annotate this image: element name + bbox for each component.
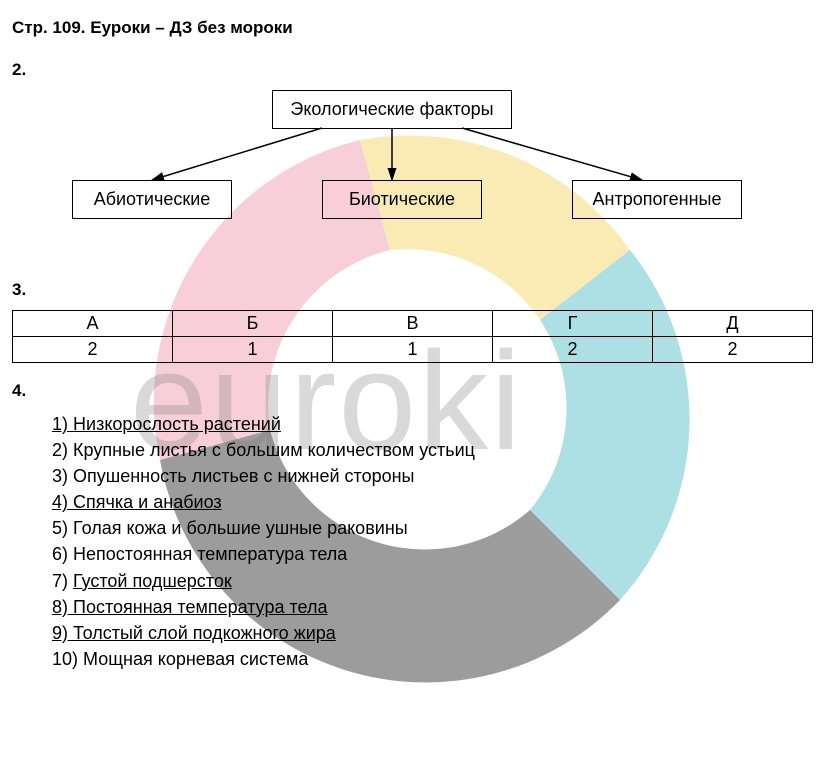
list-item: 4) Спячка и анабиоз	[52, 489, 813, 515]
diagram-child-biotic: Биотические	[322, 180, 482, 219]
list-item: 3) Опушенность листьев с нижней стороны	[52, 463, 813, 489]
list-item: 1) Низкорослость растений	[52, 411, 813, 437]
section-4-label: 4.	[12, 381, 813, 401]
table-cell: 1	[173, 337, 333, 363]
table-header-cell: В	[333, 311, 493, 337]
answer-table: А Б В Г Д 2 1 1 2 2	[12, 310, 813, 363]
table-cell: 1	[333, 337, 493, 363]
table-cell: 2	[653, 337, 813, 363]
diagram-child-anthropogenic: Антропогенные	[572, 180, 742, 219]
list-item: 10) Мощная корневая система	[52, 646, 813, 672]
table-row: А Б В Г Д	[13, 311, 813, 337]
list-item: 9) Толстый слой подкожного жира	[52, 620, 813, 646]
diagram-child-abiotic: Абиотические	[72, 180, 232, 219]
table-row: 2 1 1 2 2	[13, 337, 813, 363]
table-cell: 2	[13, 337, 173, 363]
list-item: 2) Крупные листья с большим количеством …	[52, 437, 813, 463]
table-cell: 2	[493, 337, 653, 363]
list-item: 5) Голая кожа и большие ушные раковины	[52, 515, 813, 541]
table-header-cell: Г	[493, 311, 653, 337]
page-content: Стр. 109. Еуроки – ДЗ без мороки 2. Экол…	[12, 18, 813, 672]
diagram-root-node: Экологические факторы	[272, 90, 512, 129]
table-header-cell: Д	[653, 311, 813, 337]
adaptations-list: 1) Низкорослость растений 2) Крупные лис…	[52, 411, 813, 672]
list-item: 8) Постоянная температура тела	[52, 594, 813, 620]
page-title: Стр. 109. Еуроки – ДЗ без мороки	[12, 18, 813, 38]
section-2-label: 2.	[12, 60, 813, 80]
ecological-factors-diagram: Экологические факторы Абиотические Биоти…	[42, 90, 802, 240]
list-item: 7) Густой подшерсток	[52, 568, 813, 594]
list-item: 6) Непостоянная температура тела	[52, 541, 813, 567]
table-header-cell: А	[13, 311, 173, 337]
table-header-cell: Б	[173, 311, 333, 337]
section-3-label: 3.	[12, 280, 813, 300]
